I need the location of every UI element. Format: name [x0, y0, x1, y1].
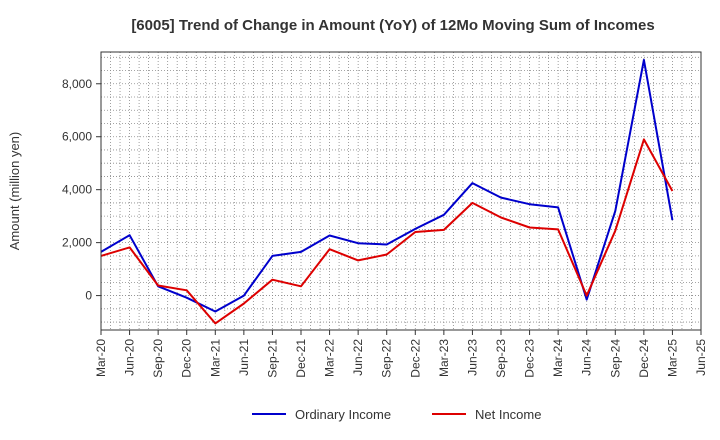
x-tick-label: Sep-22 [380, 339, 394, 378]
x-tick-label: Dec-21 [294, 339, 308, 378]
x-tick-label: Jun-21 [237, 339, 251, 376]
x-tick-label: Sep-24 [608, 339, 622, 378]
plot-frame [100, 51, 702, 331]
x-tick-label: Mar-22 [323, 339, 337, 377]
y-tick-label: 0 [85, 289, 92, 303]
legend: Ordinary Income Net Income [252, 407, 541, 422]
y-tick-label: 6,000 [62, 130, 92, 144]
x-tick-label: Mar-21 [208, 339, 222, 377]
x-tick-label: Jun-22 [351, 339, 365, 376]
y-axis-ticks: 0 2,000 4,000 6,000 8,000 [62, 77, 101, 303]
x-tick-label: Dec-24 [637, 339, 651, 378]
chart-title: [6005] Trend of Change in Amount (YoY) o… [131, 17, 654, 34]
y-axis-label: Amount (million yen) [7, 132, 22, 251]
y-tick-label: 4,000 [62, 183, 92, 197]
x-tick-label: Sep-20 [151, 339, 165, 378]
x-tick-label: Jun-24 [580, 339, 594, 376]
x-tick-label: Jun-25 [694, 339, 708, 376]
x-tick-label: Mar-20 [94, 339, 108, 377]
x-tick-label: Sep-23 [494, 339, 508, 378]
x-tick-label: Dec-22 [408, 339, 422, 378]
series-lines [100, 58, 674, 325]
y-tick-label: 8,000 [62, 77, 92, 91]
x-axis-ticks: Mar-20 Jun-20 Sep-20 Dec-20 Mar-21 Jun-21 Sep-… [94, 330, 708, 378]
legend-label-ordinary-income: Ordinary Income [295, 407, 391, 422]
x-tick-label: Dec-23 [523, 339, 537, 378]
grid [101, 52, 701, 330]
y-tick-label: 2,000 [62, 236, 92, 250]
x-tick-label: Dec-20 [180, 339, 194, 378]
x-tick-label: Sep-21 [265, 339, 279, 378]
x-tick-label: Mar-24 [551, 339, 565, 377]
x-tick-label: Jun-20 [123, 339, 137, 376]
x-tick-label: Jun-23 [465, 339, 479, 376]
legend-label-net-income: Net Income [475, 407, 541, 422]
series-line-net-income [100, 138, 674, 325]
x-tick-label: Mar-23 [437, 339, 451, 377]
x-tick-label: Mar-25 [665, 339, 679, 377]
